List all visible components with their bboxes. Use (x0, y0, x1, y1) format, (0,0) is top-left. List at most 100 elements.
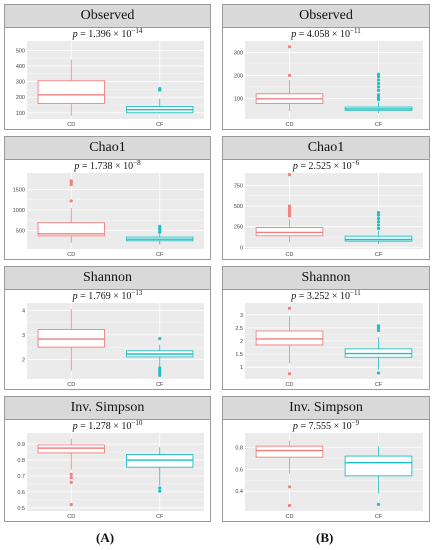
p-value-label: p = 1.396 × 10−14 (72, 27, 143, 40)
outlier-point (376, 85, 381, 89)
box-cf (126, 454, 194, 468)
outlier-point (287, 503, 292, 508)
x-category-label: CD (286, 122, 294, 128)
panel-chao1-b: Chao1 p = 2.525 × 10−6 0 250 500 750 CD CF (222, 136, 430, 260)
outlier-point (158, 230, 162, 234)
y-tick-label: 2 (22, 357, 25, 363)
y-tick-label: 0.8 (235, 445, 243, 451)
y-tick-label: 750 (234, 183, 243, 189)
p-value-label: p = 2.525 × 10−6 (292, 159, 360, 172)
box-cd (255, 330, 324, 346)
y-tick-label: 3 (240, 313, 243, 319)
y-tick-label: 250 (234, 225, 243, 231)
outlier-point (69, 472, 73, 476)
outlier-point (158, 486, 162, 490)
panel-title: Observed (223, 5, 429, 28)
x-category-label: CF (156, 382, 164, 388)
plot-shannon-b: p = 3.252 × 10−11 1 1.5 2 2.5 3 CD CF (235, 289, 423, 388)
plot-background (27, 173, 204, 249)
outlier-point (287, 211, 292, 216)
panel-title: Observed (5, 5, 210, 28)
p-value-label: p = 3.252 × 10−11 (290, 289, 361, 302)
panel-invsimpson-a: Inv. Simpson p = 1.278 × 10−10 0.5 0.6 0.7 0… (4, 396, 211, 522)
x-category-label: CD (67, 252, 75, 258)
outlier-point (158, 336, 162, 341)
outlier-point (287, 206, 292, 211)
box-cd (37, 444, 105, 454)
y-tick-label: 3 (22, 333, 25, 339)
outlier-point (376, 371, 381, 375)
x-category-label: CD (67, 382, 75, 388)
outlier-point (158, 371, 162, 375)
panel-title: Chao1 (5, 137, 210, 160)
p-value-label: p = 1.278 × 10−10 (72, 419, 143, 432)
outlier-point (158, 224, 162, 229)
outlier-point (158, 86, 162, 91)
p-value-label: p = 1.738 × 10−8 (73, 159, 141, 172)
y-tick-label: 4 (22, 308, 25, 314)
outlier-point (287, 173, 292, 177)
box-cf (344, 455, 413, 477)
y-tick-label: 2 (240, 339, 243, 345)
outlier-point (376, 328, 381, 333)
y-tick-label: 1.5 (235, 352, 243, 358)
y-tick-label: 500 (234, 204, 243, 210)
x-category-label: CF (375, 382, 383, 388)
y-tick-label: 300 (234, 50, 243, 56)
panel-shannon-b: Shannon p = 3.252 × 10−11 1 1.5 2 2.5 3 CD CF (222, 266, 430, 390)
box-cf (344, 235, 413, 242)
plot-observed-b: p = 4.058 × 10−11 100 200 300 CD CF (234, 27, 423, 128)
box-cd (37, 222, 105, 237)
panel-observed-a: Observed p = 1.396 × 10−14 100 200 300 400 50… (4, 4, 211, 130)
plot-background (245, 41, 423, 119)
outlier-point (376, 324, 381, 328)
outlier-point (287, 209, 292, 213)
box-cd (255, 227, 324, 237)
outlier-point (287, 45, 292, 49)
outlier-point (376, 226, 381, 230)
panel-chao1-a: Chao1 p = 1.738 × 10−8 500 1000 1500 CD CF (4, 136, 211, 260)
outlier-point (376, 211, 381, 215)
y-tick-label: 100 (16, 111, 25, 117)
outlier-point (376, 97, 381, 102)
panel-title: Shannon (223, 267, 429, 290)
outlier-point (376, 81, 381, 86)
y-tick-label: 400 (16, 64, 25, 70)
x-category-label: CF (375, 122, 383, 128)
y-tick-label: 500 (16, 229, 25, 235)
panel-shannon-a: Shannon p = 1.769 × 10−13 2 3 4 CD CF (4, 266, 211, 390)
y-tick-label: 0.5 (17, 506, 25, 512)
x-category-label: CF (375, 514, 383, 520)
outlier-point (287, 73, 292, 78)
x-category-label: CF (156, 252, 164, 258)
outlier-point (287, 204, 292, 208)
outlier-point (69, 199, 73, 203)
panel-title: Chao1 (223, 137, 429, 160)
panel-title: Inv. Simpson (223, 397, 429, 420)
outlier-point (376, 213, 381, 217)
outlier-point (287, 306, 292, 310)
x-category-label: CD (286, 514, 294, 520)
outlier-point (69, 475, 73, 480)
y-tick-label: 0.4 (235, 489, 243, 495)
outlier-point (158, 368, 162, 373)
x-category-label: CD (67, 122, 75, 128)
y-tick-label: 2.5 (235, 326, 243, 332)
p-value-label: p = 1.769 × 10−13 (72, 289, 143, 302)
plot-invsimpson-b: p = 7.555 × 10−9 0.4 0.6 0.8 CD CF (235, 419, 423, 520)
panel-title: Inv. Simpson (5, 397, 210, 420)
outlier-point (376, 223, 381, 227)
footer-label-a: (A) (96, 530, 115, 545)
y-tick-label: 300 (16, 80, 25, 86)
outlier-point (69, 480, 73, 484)
outlier-point (158, 366, 162, 370)
outlier-point (287, 214, 292, 218)
outlier-point (376, 502, 381, 507)
outlier-point (376, 95, 381, 99)
y-tick-label: 0.8 (17, 458, 25, 464)
plot-invsimpson-a: p = 1.278 × 10−10 0.5 0.6 0.7 0.8 0.9 CD CF (17, 419, 204, 520)
y-tick-label: 0.6 (17, 490, 25, 496)
outlier-point (376, 216, 381, 221)
x-category-label: CD (67, 514, 75, 520)
x-category-label: CF (156, 122, 164, 128)
